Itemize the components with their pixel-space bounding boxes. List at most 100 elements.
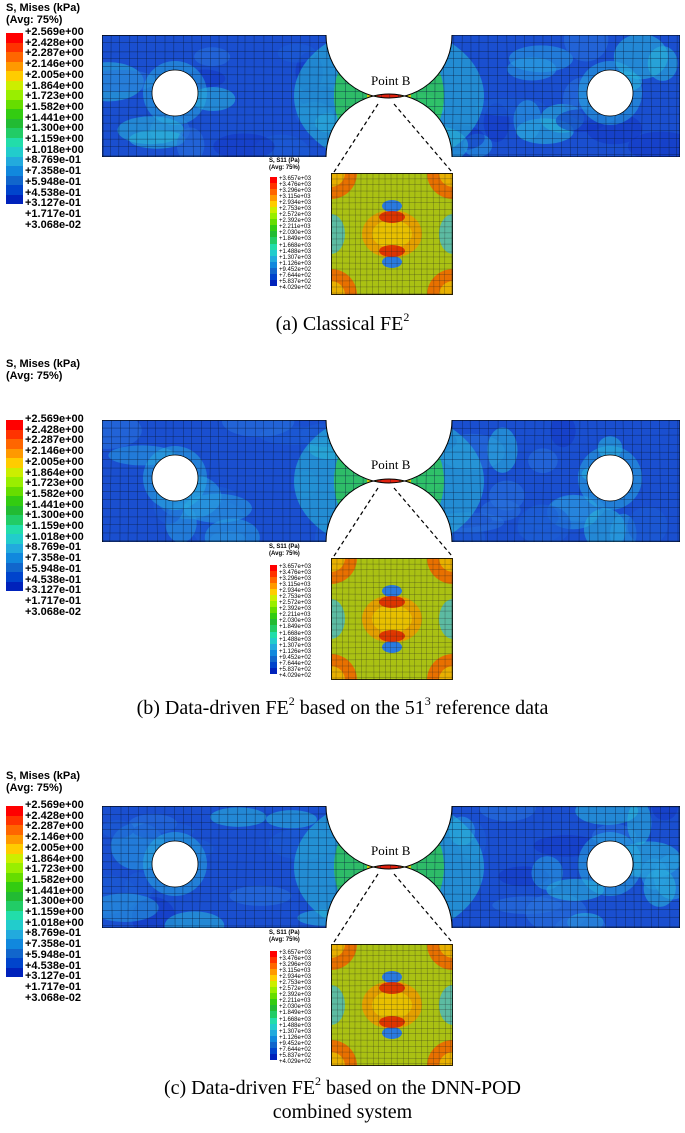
inset-legend-value: +1.307e+03 <box>279 1028 312 1035</box>
inset-legend-value: +3.115e+03 <box>279 968 311 975</box>
legend-value: +2.287e+00 <box>25 434 84 447</box>
inset-color-swatch <box>270 231 277 238</box>
rve-contour <box>331 944 453 1066</box>
legend-labels: +2.569e+00 +2.428e+00 +2.287e+00 +2.146e+00… <box>25 800 84 1003</box>
zoom-lines <box>333 873 453 943</box>
legend-value: +2.146e+00 <box>25 831 84 844</box>
inset-color-swatch <box>270 189 277 196</box>
inset-legend-value: +3.476e+03 <box>279 182 312 189</box>
inset-color-swatch <box>270 225 277 232</box>
inset-legend-labels: +3.657e+03 +3.476e+03 +3.296e+03 +3.115e+03… <box>279 176 311 291</box>
rve-contour <box>331 173 453 295</box>
inset-color-swatch <box>270 969 277 976</box>
inset-legend-value: +3.296e+03 <box>279 576 312 583</box>
inset-legend-value: +1.849e+03 <box>279 236 312 243</box>
legend-color-swatch <box>6 534 23 544</box>
caption-b-mid: based on the 51 <box>294 697 425 719</box>
legend-color-swatch <box>6 109 23 119</box>
legend-value: +3.068e-02 <box>25 218 81 231</box>
inset-legend-value: +5.837e+02 <box>279 278 312 285</box>
legend-value: +2.428e+00 <box>25 809 84 822</box>
legend-value: +1.717e-01 <box>25 207 81 220</box>
legend-color-swatch <box>6 156 23 166</box>
inset-title-line2: (Avg: 75%) <box>269 165 300 171</box>
inset-color-swatch <box>270 667 277 674</box>
legend-color-swatch <box>6 853 23 863</box>
inset-color-swatch <box>270 631 277 638</box>
caption-a-sup: 2 <box>403 310 410 324</box>
legend-value: +2.569e+00 <box>25 799 84 811</box>
legend-color-swatch <box>6 920 23 930</box>
inset-color-swatch <box>270 219 277 226</box>
legend-color-swatch <box>6 948 23 958</box>
caption-c-sup: 2 <box>315 1074 322 1088</box>
legend-value: +8.769e-01 <box>25 154 81 167</box>
legend-value: +1.582e+00 <box>25 873 84 886</box>
legend-color-swatch <box>6 166 23 176</box>
legend-value: +4.538e-01 <box>25 186 81 199</box>
legend-value: +7.358e-01 <box>25 165 81 178</box>
inset-color-swatch <box>270 207 277 214</box>
legend-title-line1: S, Mises (kPa) <box>6 358 80 370</box>
inset-legend-value: +2.572e+03 <box>279 986 312 993</box>
legend-color-swatch <box>6 439 23 449</box>
legend-color-swatch <box>6 882 23 892</box>
inset-legend-value: +1.126e+03 <box>279 648 312 655</box>
inset-legend-value: +1.488e+03 <box>279 1022 312 1029</box>
inset-color-swatch <box>270 249 277 256</box>
caption-b-post: reference data <box>430 697 549 719</box>
legend-value: +2.569e+00 <box>25 26 84 38</box>
inset-color-swatch <box>270 589 277 596</box>
legend-value: +7.358e-01 <box>25 552 81 565</box>
legend-color-swatch <box>6 42 23 52</box>
inset-color-swatch <box>270 213 277 220</box>
beam-contour <box>102 420 680 542</box>
inset-legend-value: +9.452e+02 <box>279 1040 312 1047</box>
legend-color-swatch <box>6 185 23 195</box>
inset-legend-value: +1.126e+03 <box>279 1034 312 1041</box>
legend-value: +1.159e+00 <box>25 906 84 919</box>
inset-color-swatch <box>270 999 277 1006</box>
inset-colorbar <box>270 951 277 1060</box>
inset-color-swatch <box>270 1041 277 1048</box>
legend-color-swatch <box>6 467 23 477</box>
inset-legend-value: +1.488e+03 <box>279 248 312 255</box>
inset-color-swatch <box>270 655 277 662</box>
inset-color-swatch <box>270 1053 277 1060</box>
inset-color-swatch <box>270 565 277 572</box>
legend-value: +1.441e+00 <box>25 884 84 897</box>
caption-a: (a) Classical FE2 <box>0 310 685 336</box>
legend-color-swatch <box>6 71 23 81</box>
inset-legend-value: +3.296e+03 <box>279 962 312 969</box>
inset-color-swatch <box>270 1023 277 1030</box>
inset-color-swatch <box>270 1029 277 1036</box>
legend-value: +5.948e-01 <box>25 948 81 961</box>
legend-title: S, Mises (kPa) (Avg: 75%) <box>6 2 80 26</box>
legend-color-swatch <box>6 496 23 506</box>
inset-legend-value: +9.452e+02 <box>279 266 312 273</box>
inset-color-swatch <box>270 243 277 250</box>
legend-value: +5.948e-01 <box>25 175 81 188</box>
legend-color-swatch <box>6 562 23 572</box>
inset-color-swatch <box>270 1017 277 1024</box>
legend-value: +1.018e+00 <box>25 916 84 929</box>
legend-title-line1: S, Mises (kPa) <box>6 770 80 782</box>
legend-color-swatch <box>6 458 23 468</box>
inset-color-swatch <box>270 613 277 620</box>
legend-title: S, Mises (kPa) (Avg: 75%) <box>6 770 80 794</box>
inset-legend-value: +1.488e+03 <box>279 636 312 643</box>
legend-color-swatch <box>6 33 23 43</box>
legend-value: +1.717e-01 <box>25 980 81 993</box>
caption-b: (b) Data-driven FE2 based on the 513 ref… <box>0 695 685 720</box>
legend-value: +3.068e-02 <box>25 991 81 1004</box>
inset-legend-value: +3.296e+03 <box>279 188 312 195</box>
legend-color-swatch <box>6 80 23 90</box>
legend-value: +2.146e+00 <box>25 445 84 458</box>
legend-value: +1.717e-01 <box>25 594 81 607</box>
legend-value: +2.287e+00 <box>25 47 84 60</box>
inset-legend-value: +1.668e+03 <box>279 242 312 249</box>
legend-colorbar <box>6 33 23 204</box>
inset-color-swatch <box>270 595 277 602</box>
inset-legend-value: +1.126e+03 <box>279 260 312 267</box>
legend-color-swatch <box>6 581 23 591</box>
